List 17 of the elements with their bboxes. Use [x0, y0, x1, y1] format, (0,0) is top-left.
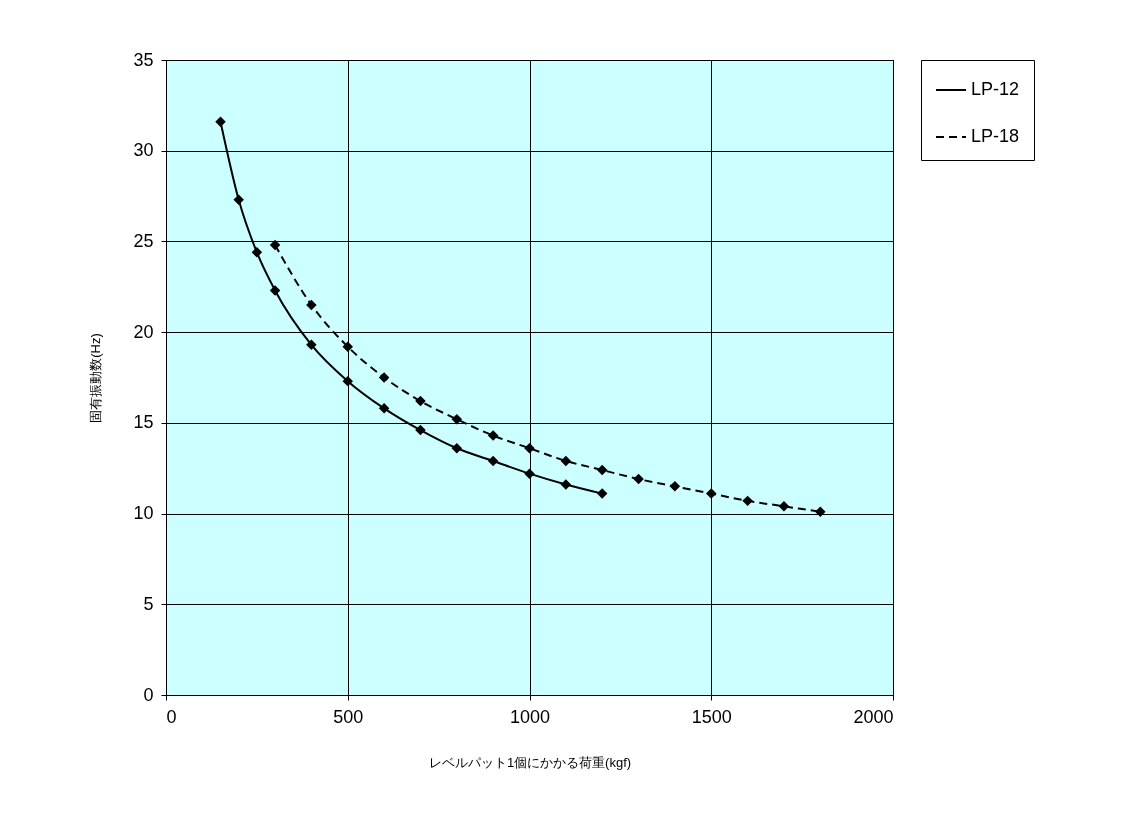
x-tick-label: 0 [166, 706, 177, 727]
y-tick-label: 20 [133, 321, 154, 342]
legend-label: LP-18 [971, 126, 1020, 146]
x-tick-label: 500 [333, 706, 364, 727]
x-tick-label: 1500 [691, 706, 732, 727]
y-tick-label: 5 [143, 593, 154, 614]
y-axis-title: 固有振動数(Hz) [88, 333, 104, 423]
y-tick-label: 0 [143, 684, 154, 705]
x-tick-label: 1000 [509, 706, 551, 727]
y-tick-label: 25 [133, 230, 154, 251]
y-tick-label: 35 [133, 49, 154, 70]
x-axis-title: レベルパット1個にかかる荷重(kgf) [428, 754, 632, 770]
y-tick-label: 10 [133, 503, 154, 524]
x-tick-label: 2000 [853, 706, 894, 727]
legend-label: LP-12 [971, 79, 1020, 99]
y-tick-label: 30 [133, 140, 154, 161]
y-tick-label: 15 [133, 412, 154, 433]
